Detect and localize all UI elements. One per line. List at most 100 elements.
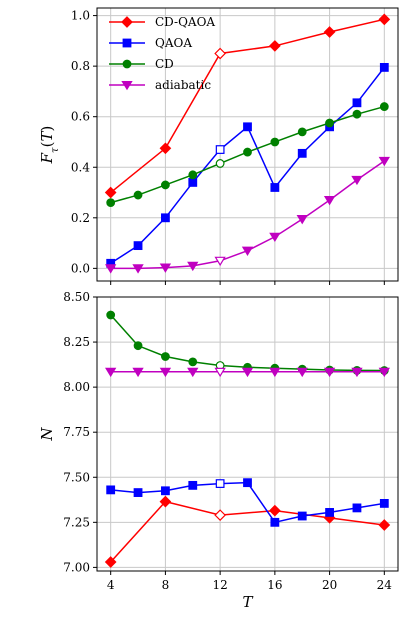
data-point-cd-qaoa xyxy=(269,40,281,52)
data-point-qaoa xyxy=(352,98,362,108)
y-tick-label: 0.2 xyxy=(71,211,90,225)
data-point-cd-qaoa xyxy=(104,186,117,199)
x-tick-label: 16 xyxy=(267,578,282,592)
data-point-cd xyxy=(161,180,170,190)
y-axis-label: N xyxy=(38,427,56,442)
data-point-adiabatic xyxy=(269,232,281,243)
data-point-qaoa xyxy=(297,511,307,521)
y-tick-label: 7.50 xyxy=(63,470,90,484)
data-point-adiabatic xyxy=(241,367,254,378)
legend-label-qaoa: QAOA xyxy=(155,36,192,50)
data-point-adiabatic xyxy=(269,367,281,378)
data-point-cd xyxy=(325,118,334,128)
data-point-cd xyxy=(215,159,225,168)
data-point-cd-qaoa xyxy=(269,504,281,517)
legend-label-cd: CD xyxy=(155,57,174,71)
data-point-cd-qaoa xyxy=(378,519,391,531)
data-point-adiabatic xyxy=(323,367,336,378)
data-point-adiabatic xyxy=(378,367,390,378)
data-point-adiabatic xyxy=(159,263,172,273)
data-point-qaoa xyxy=(161,213,170,223)
data-point-adiabatic xyxy=(187,367,199,378)
y-axis-label: Fτ(T) xyxy=(38,126,61,165)
y-tick-label: 0.0 xyxy=(71,261,90,275)
series-line-cd xyxy=(110,314,385,372)
series-line-cd-qaoa xyxy=(110,500,385,563)
legend-marker-cd-qaoa xyxy=(121,16,133,28)
data-point-qaoa xyxy=(352,503,362,513)
data-point-adiabatic xyxy=(159,367,172,378)
data-point-qaoa xyxy=(297,148,307,158)
data-point-adiabatic xyxy=(214,256,226,267)
data-point-cd-qaoa xyxy=(214,509,226,521)
data-point-adiabatic xyxy=(132,264,144,274)
y-tick-label: 7.25 xyxy=(63,515,90,529)
data-point-qaoa xyxy=(243,478,252,488)
data-point-cd xyxy=(379,102,389,111)
series-line-cd-qaoa xyxy=(110,18,385,194)
x-tick-label: 20 xyxy=(322,578,337,592)
data-point-cd xyxy=(106,310,116,320)
data-point-qaoa xyxy=(188,480,198,490)
series-line-qaoa xyxy=(110,66,385,264)
data-point-cd-qaoa xyxy=(159,142,172,155)
data-point-cd xyxy=(352,109,362,119)
data-point-qaoa xyxy=(106,485,116,495)
y-tick-label: 0.6 xyxy=(71,110,90,124)
data-point-cd xyxy=(188,170,198,180)
data-point-adiabatic xyxy=(323,196,336,206)
x-tick-label: 4 xyxy=(107,578,115,592)
data-point-cd-qaoa xyxy=(378,13,391,26)
y-tick-label: 8.00 xyxy=(63,380,90,394)
data-point-cd xyxy=(161,352,170,361)
data-point-cd-qaoa xyxy=(159,495,172,508)
data-point-qaoa xyxy=(379,499,389,508)
data-point-qaoa xyxy=(325,508,334,517)
x-tick-label: 24 xyxy=(377,578,393,592)
data-point-qaoa xyxy=(243,122,252,132)
data-point-cd xyxy=(133,190,143,200)
bottom-panel-n: 4 8 12 16 20 24 7.00 7.25 7.50 7.75 8.00 8.25 8.50 N T xyxy=(38,290,399,611)
data-point-qaoa xyxy=(133,241,143,251)
data-point-adiabatic xyxy=(241,246,254,256)
y-tick-label: 1.0 xyxy=(71,9,90,23)
data-point-adiabatic xyxy=(105,264,117,274)
data-point-adiabatic xyxy=(351,367,363,378)
data-point-adiabatic xyxy=(378,156,390,167)
data-point-qaoa xyxy=(270,183,280,192)
data-point-adiabatic xyxy=(214,367,226,378)
data-point-cd-qaoa xyxy=(214,47,226,60)
data-point-cd xyxy=(297,127,307,137)
legend-marker-cd xyxy=(122,59,132,69)
y-tick-label: 0.4 xyxy=(71,160,90,174)
data-point-qaoa xyxy=(133,488,143,497)
data-point-qaoa xyxy=(215,479,225,488)
legend-marker-qaoa xyxy=(122,38,132,48)
data-point-qaoa xyxy=(161,486,170,496)
data-point-adiabatic xyxy=(296,215,308,225)
axes-frame xyxy=(96,296,399,572)
x-axis-label: T xyxy=(242,593,253,611)
data-point-qaoa xyxy=(379,63,389,72)
data-point-qaoa xyxy=(215,145,225,154)
data-point-adiabatic xyxy=(296,367,308,378)
data-point-cd xyxy=(270,137,280,147)
y-tick-label: 8.25 xyxy=(63,335,90,349)
y-tick-label: 8.50 xyxy=(63,290,90,304)
x-tick-label: 8 xyxy=(162,578,170,592)
y-tick-label: 7.00 xyxy=(63,560,90,574)
y-tick-label: 7.75 xyxy=(63,425,90,439)
x-tick-label: 12 xyxy=(212,578,227,592)
data-point-cd xyxy=(243,147,252,157)
data-point-qaoa xyxy=(188,178,198,187)
top-panel-fidelity: 0.0 0.2 0.4 0.6 0.8 1.0 Fτ(T) CD-QAOA QAOA CD adia… xyxy=(38,7,399,285)
data-point-adiabatic xyxy=(105,367,117,378)
data-point-cd-qaoa xyxy=(104,556,117,568)
data-point-cd xyxy=(188,357,198,367)
data-point-cd xyxy=(133,341,143,351)
data-point-qaoa xyxy=(270,517,280,527)
legend-label-adiabatic: adiabatic xyxy=(155,78,211,92)
y-tick-label: 0.8 xyxy=(71,59,90,73)
data-point-adiabatic xyxy=(187,261,199,272)
